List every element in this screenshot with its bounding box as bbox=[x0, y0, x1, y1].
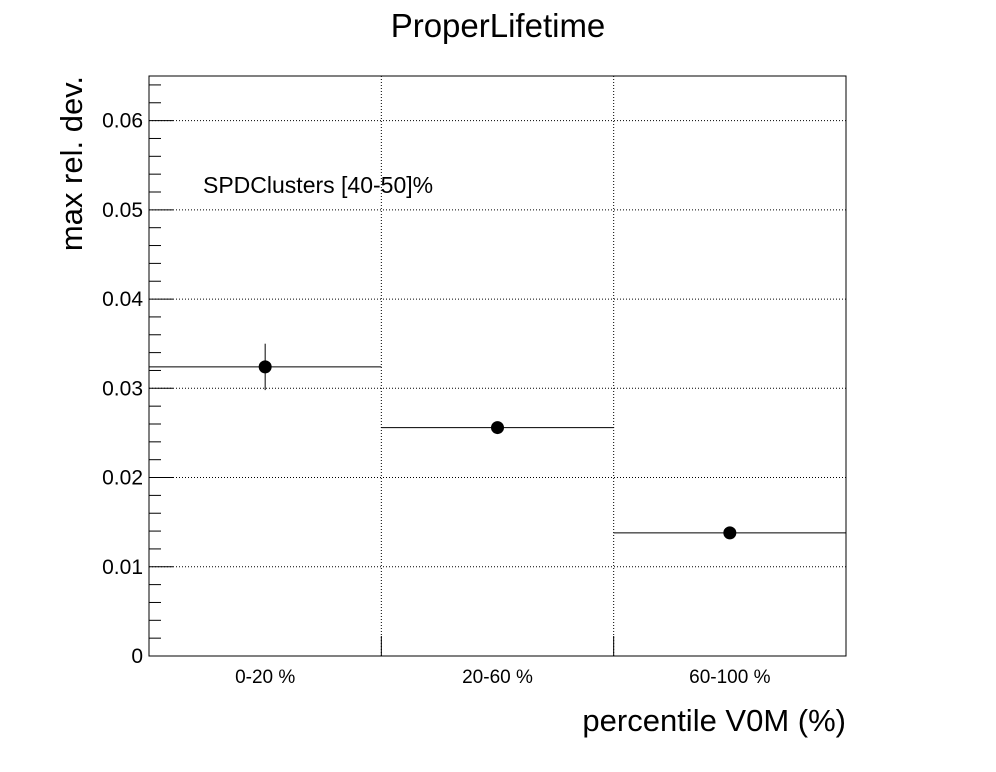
y-tick-label: 0.05 bbox=[102, 199, 143, 222]
y-tick-label: 0.03 bbox=[102, 377, 143, 400]
y-tick-label: 0.06 bbox=[102, 110, 143, 133]
data-point bbox=[491, 421, 504, 435]
x-axis-title: percentile V0M (%) bbox=[582, 703, 846, 738]
y-tick-label: 0.02 bbox=[102, 467, 143, 490]
plot-frame bbox=[148, 75, 847, 657]
data-point bbox=[258, 360, 272, 374]
grid bbox=[149, 76, 846, 656]
x-axis: 0-20 % 20-60 % 60-100 % bbox=[148, 636, 847, 688]
chart-annotation: SPDClusters [40-50]% bbox=[203, 172, 433, 198]
y-axis: 0 0.01 0.02 0.03 0.04 0.05 0.06 bbox=[102, 84, 173, 668]
x-tick-label: 60-100 % bbox=[689, 667, 770, 688]
y-axis-title: max rel. dev. bbox=[54, 76, 89, 251]
data-points bbox=[149, 343, 846, 540]
chart-title: ProperLifetime bbox=[391, 7, 606, 44]
data-point bbox=[723, 526, 737, 540]
y-tick-label: 0.04 bbox=[102, 288, 143, 311]
y-tick-label: 0 bbox=[131, 645, 143, 668]
x-tick-label: 0-20 % bbox=[235, 667, 295, 688]
y-tick-label: 0.01 bbox=[102, 556, 143, 579]
x-tick-label: 20-60 % bbox=[462, 667, 533, 688]
